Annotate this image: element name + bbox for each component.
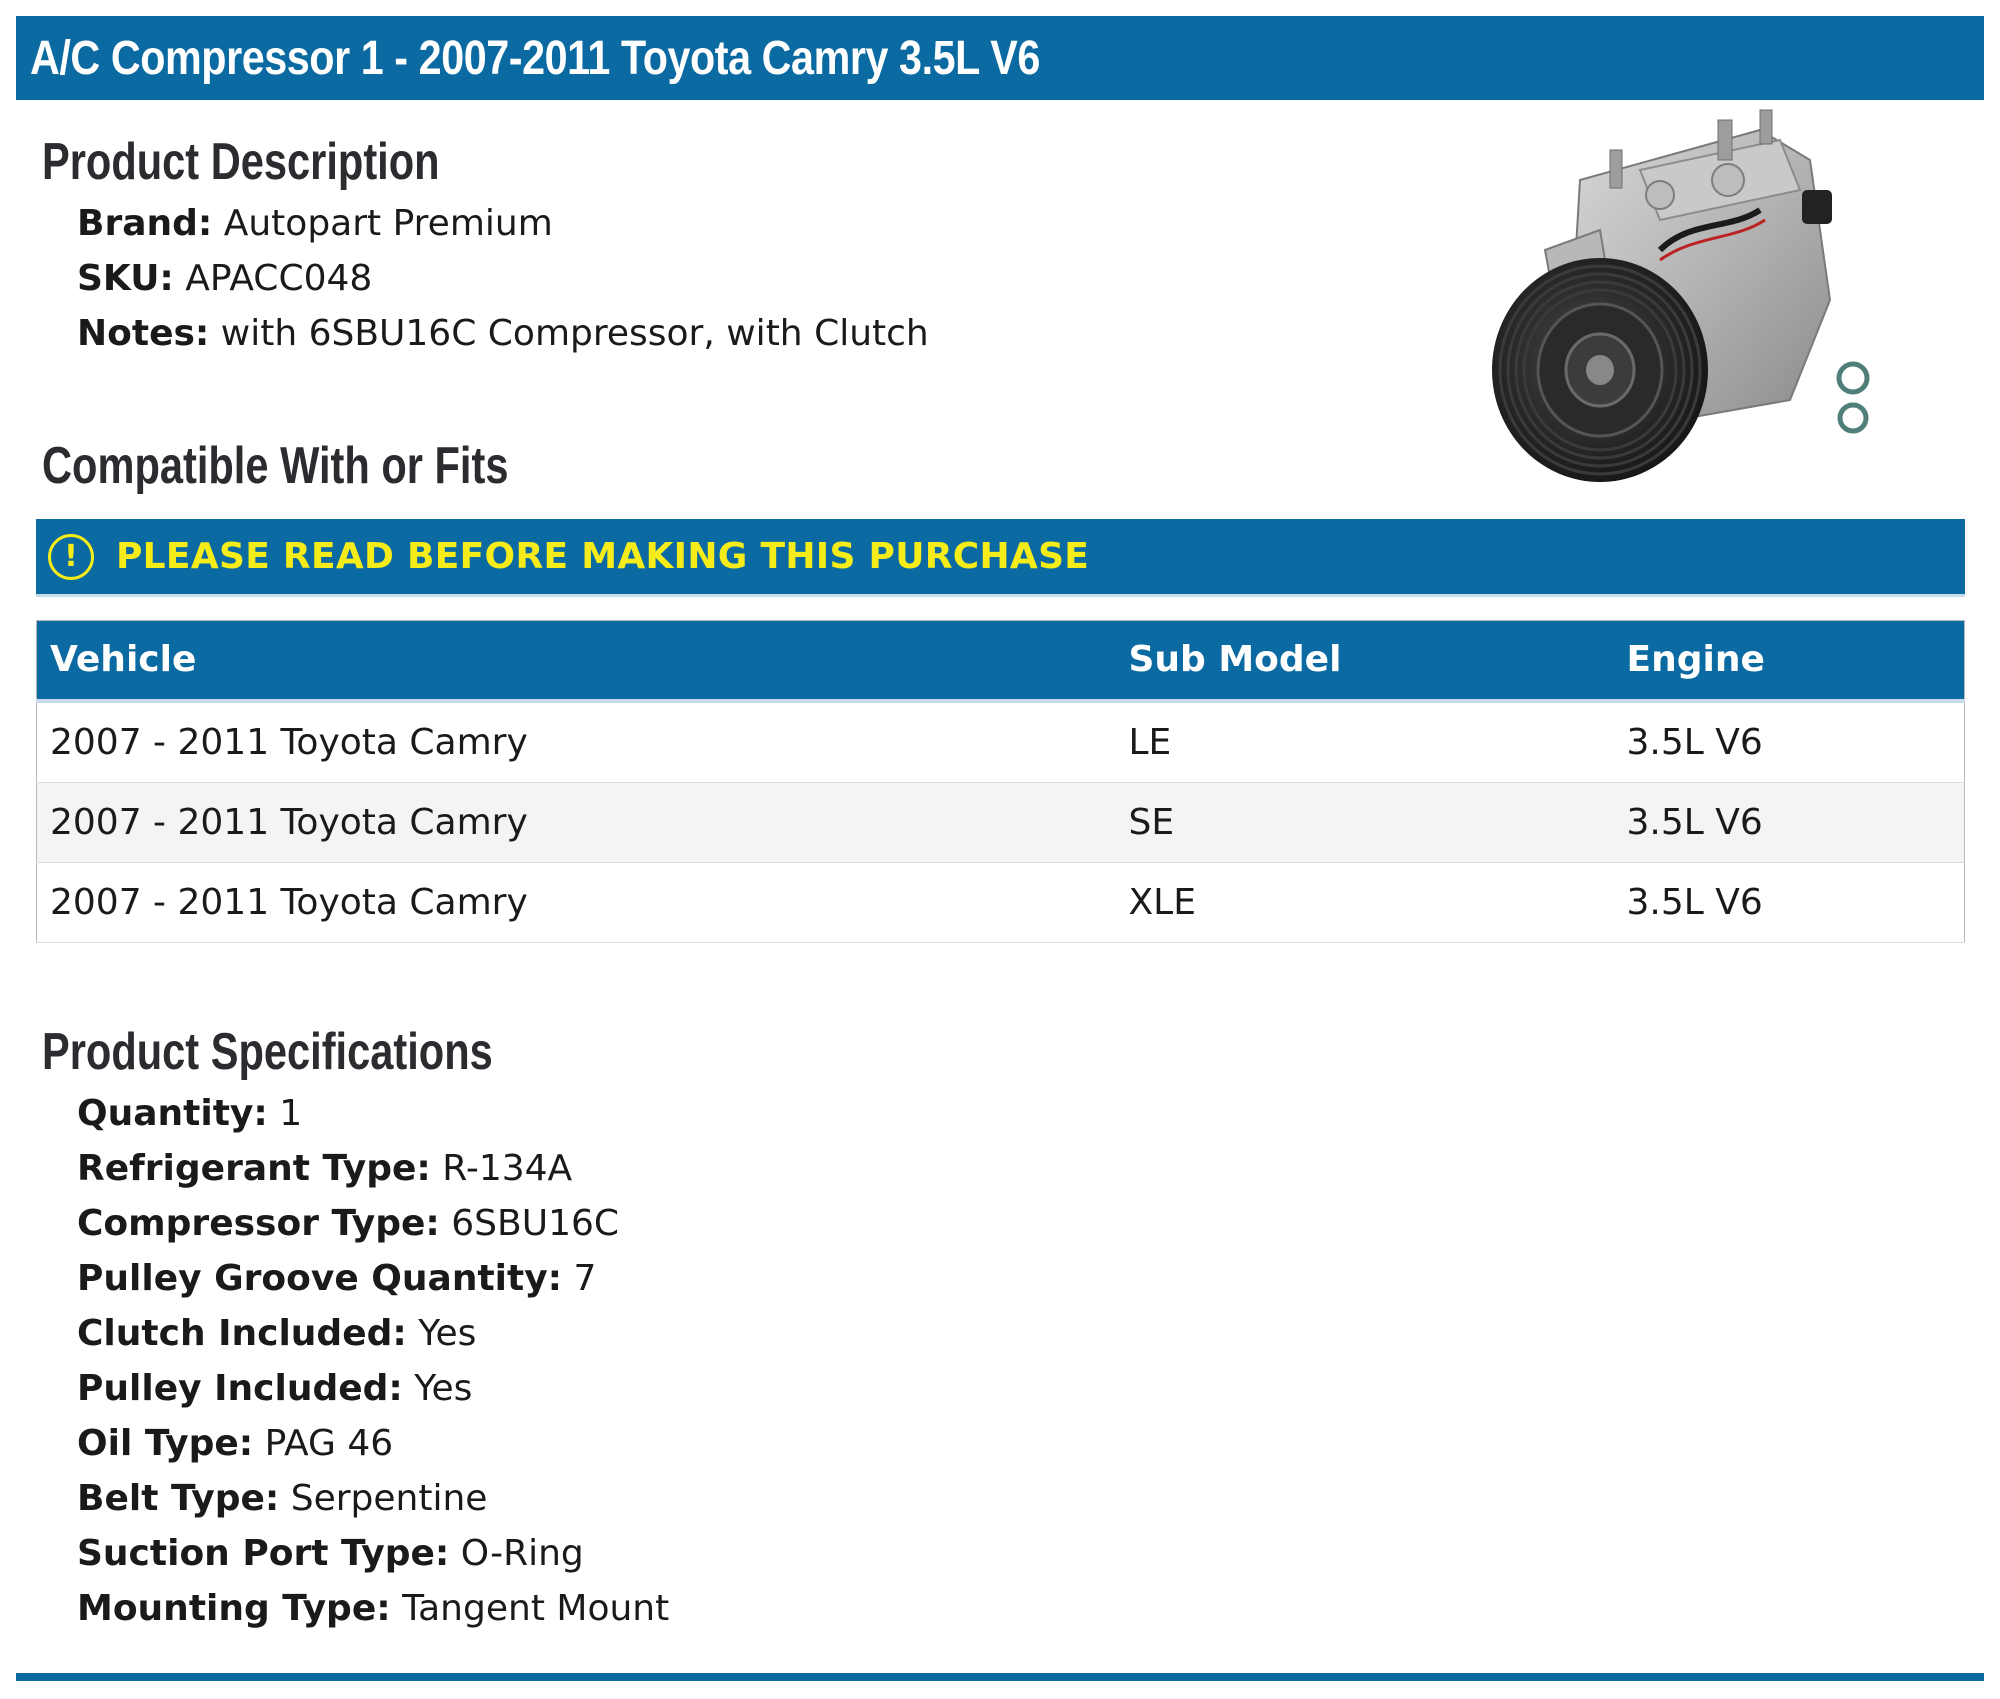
vehicle-cell: 2007 - 2011 Toyota Camry <box>36 862 1116 943</box>
spec-row-belt-type: Belt Type: Serpentine <box>77 1471 669 1526</box>
spec-value: O-Ring <box>460 1533 584 1574</box>
product-specifications-heading: Product Specifications <box>42 1023 493 1081</box>
spec-label: Mounting Type: <box>77 1588 391 1629</box>
engine-cell: 3.5L V6 <box>1613 782 1965 863</box>
spec-value: 7 <box>573 1258 597 1299</box>
purchase-notice-text: PLEASE READ BEFORE MAKING THIS PURCHASE <box>116 536 1090 577</box>
specifications-list: Quantity: 1 Refrigerant Type: R-134A Com… <box>77 1086 669 1636</box>
sub-model-cell: LE <box>1115 700 1614 783</box>
spec-value: R-134A <box>442 1148 573 1189</box>
table-header-row: Vehicle Sub Model Engine <box>36 620 1965 703</box>
table-row: 2007 - 2011 Toyota Camry XLE 3.5L V6 <box>36 862 1965 943</box>
column-header-engine: Engine <box>1613 620 1965 703</box>
spec-label: Pulley Groove Quantity: <box>77 1258 563 1299</box>
spec-label: Pulley Included: <box>77 1368 403 1409</box>
sku-value: APACC048 <box>185 258 373 299</box>
table-row: 2007 - 2011 Toyota Camry LE 3.5L V6 <box>36 700 1965 783</box>
sub-model-cell: SE <box>1115 782 1614 863</box>
engine-cell: 3.5L V6 <box>1613 862 1965 943</box>
column-header-sub-model: Sub Model <box>1115 620 1614 703</box>
bottom-divider <box>16 1673 1984 1681</box>
spec-label: Quantity: <box>77 1093 268 1134</box>
spec-value: Tangent Mount <box>402 1588 670 1629</box>
vehicle-cell: 2007 - 2011 Toyota Camry <box>36 700 1116 783</box>
brand-label: Brand: <box>77 203 213 244</box>
ac-compressor-image <box>1492 109 1870 482</box>
spec-row-clutch-included: Clutch Included: Yes <box>77 1306 669 1361</box>
spec-value: Serpentine <box>290 1478 488 1519</box>
compatibility-heading: Compatible With or Fits <box>42 437 509 495</box>
notes-value: with 6SBU16C Compressor, with Clutch <box>220 313 929 354</box>
spec-label: Compressor Type: <box>77 1203 440 1244</box>
spec-label: Belt Type: <box>77 1478 280 1519</box>
compatibility-table: Vehicle Sub Model Engine 2007 - 2011 Toy… <box>36 620 1965 943</box>
spec-value: PAG 46 <box>264 1423 394 1464</box>
page-title: A/C Compressor 1 - 2007-2011 Toyota Camr… <box>30 31 1040 85</box>
spec-value: 1 <box>279 1093 303 1134</box>
sku-row: SKU: APACC048 <box>77 251 929 306</box>
column-header-vehicle: Vehicle <box>36 620 1116 703</box>
brand-row: Brand: Autopart Premium <box>77 196 929 251</box>
sku-label: SKU: <box>77 258 174 299</box>
spec-row-suction-port-type: Suction Port Type: O-Ring <box>77 1526 669 1581</box>
spec-value: Yes <box>414 1368 473 1409</box>
engine-cell: 3.5L V6 <box>1613 700 1965 783</box>
spec-label: Clutch Included: <box>77 1313 407 1354</box>
table-row: 2007 - 2011 Toyota Camry SE 3.5L V6 <box>36 782 1965 863</box>
description-list: Brand: Autopart Premium SKU: APACC048 No… <box>77 196 929 361</box>
spec-value: 6SBU16C <box>451 1203 620 1244</box>
spec-label: Refrigerant Type: <box>77 1148 431 1189</box>
spec-label: Suction Port Type: <box>77 1533 450 1574</box>
title-bar: A/C Compressor 1 - 2007-2011 Toyota Camr… <box>16 16 1984 100</box>
notes-label: Notes: <box>77 313 210 354</box>
product-description-heading: Product Description <box>42 133 440 191</box>
spec-label: Oil Type: <box>77 1423 254 1464</box>
sub-model-cell: XLE <box>1115 862 1614 943</box>
spec-row-compressor-type: Compressor Type: 6SBU16C <box>77 1196 669 1251</box>
purchase-notice-bar: ! PLEASE READ BEFORE MAKING THIS PURCHAS… <box>36 519 1965 597</box>
brand-value: Autopart Premium <box>223 203 553 244</box>
vehicle-cell: 2007 - 2011 Toyota Camry <box>36 782 1116 863</box>
spec-row-pulley-groove-quantity: Pulley Groove Quantity: 7 <box>77 1251 669 1306</box>
spec-value: Yes <box>418 1313 477 1354</box>
spec-row-pulley-included: Pulley Included: Yes <box>77 1361 669 1416</box>
spec-row-refrigerant-type: Refrigerant Type: R-134A <box>77 1141 669 1196</box>
spec-row-oil-type: Oil Type: PAG 46 <box>77 1416 669 1471</box>
notes-row: Notes: with 6SBU16C Compressor, with Clu… <box>77 306 929 361</box>
spec-row-mounting-type: Mounting Type: Tangent Mount <box>77 1581 669 1636</box>
spec-row-quantity: Quantity: 1 <box>77 1086 669 1141</box>
exclamation-circle-icon: ! <box>48 533 94 580</box>
